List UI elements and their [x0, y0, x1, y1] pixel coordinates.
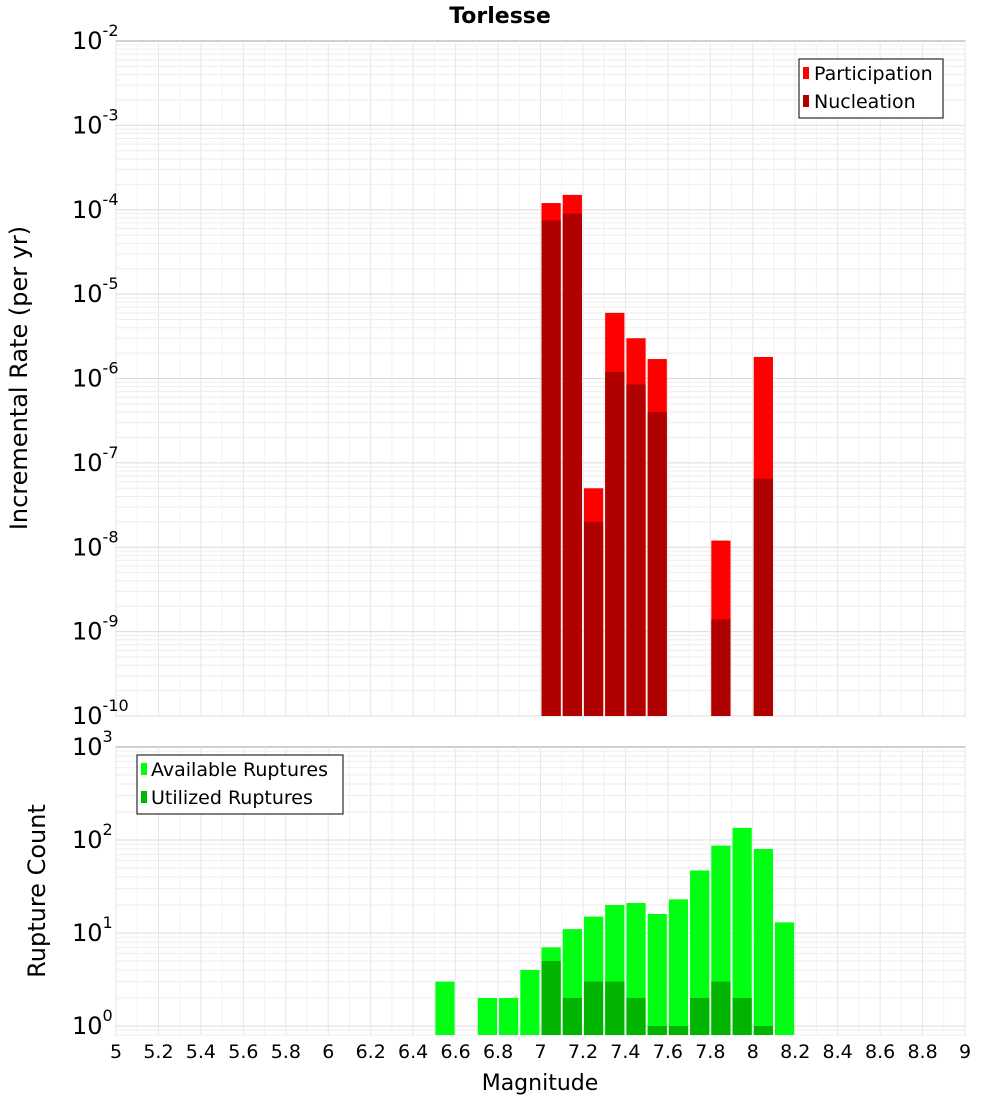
count-bar-available-ruptures: [690, 870, 710, 1035]
rate-bar-nucleation: [583, 521, 604, 716]
count-legend-box: [136, 754, 344, 815]
count-bar-utilized-ruptures: [583, 981, 604, 1035]
rate-legend-box: [798, 58, 944, 119]
count-bar-available-ruptures: [668, 899, 689, 1035]
count-y-tick-label: 102: [72, 820, 113, 854]
count-legend: Available Ruptures Utilized Ruptures: [136, 754, 344, 815]
nucleation-legend-label: Nucleation: [814, 91, 916, 113]
available-legend-swatch: [141, 763, 147, 775]
rate-y-tick-label: 10-9: [72, 612, 119, 646]
count-y-ticks: 100 101 102 103: [72, 727, 113, 1040]
count-y-tick-label: 101: [72, 913, 113, 947]
x-tick-label: 6.2: [356, 1041, 386, 1063]
x-tick-label: 7.4: [610, 1041, 640, 1063]
utilized-legend-label: Utilized Ruptures: [151, 787, 313, 809]
rate-bar-nucleation: [562, 213, 582, 717]
rate-y-tick-label: 10-10: [72, 696, 129, 730]
rate-bar-nucleation: [541, 220, 561, 717]
count-bar-utilized-ruptures: [732, 997, 752, 1035]
rate-y-tick-label: 10-5: [72, 274, 119, 308]
rate-bar-nucleation: [711, 619, 731, 716]
count-bar-utilized-ruptures: [753, 1025, 773, 1035]
count-bar-utilized-ruptures: [647, 1025, 667, 1035]
x-tick-label: 5.8: [271, 1041, 301, 1063]
x-tick-label: 6: [322, 1041, 334, 1063]
x-tick-label: 8: [747, 1041, 759, 1063]
count-y-axis-label: Rupture Count: [23, 804, 51, 978]
chart-title: Torlesse: [449, 4, 551, 29]
rate-bar-nucleation: [626, 384, 646, 716]
rate-bar-nucleation: [605, 371, 625, 716]
count-bar-utilized-ruptures: [541, 960, 561, 1035]
count-bar-utilized-ruptures: [605, 981, 625, 1035]
count-bar-utilized-ruptures: [626, 997, 646, 1035]
rate-grid: [115, 41, 966, 717]
participation-legend-label: Participation: [814, 63, 933, 85]
x-axis-label: Magnitude: [482, 1071, 599, 1096]
rate-y-tick-label: 10-7: [72, 443, 119, 477]
available-legend-label: Available Ruptures: [151, 759, 328, 781]
count-bar-utilized-ruptures: [690, 997, 710, 1035]
count-y-tick-label: 103: [72, 727, 113, 761]
x-tick-label: 8.2: [780, 1041, 810, 1063]
utilized-legend-swatch: [141, 791, 147, 803]
x-tick-label: 6.6: [440, 1041, 470, 1063]
rate-y-axis-label: Incremental Rate (per yr): [5, 226, 33, 530]
count-bar-available-ruptures: [732, 827, 752, 1035]
x-tick-label: 8.4: [823, 1041, 853, 1063]
nucleation-legend-swatch: [803, 95, 809, 107]
x-tick-label: 6.4: [398, 1041, 428, 1063]
x-tick-label: 5.6: [228, 1041, 258, 1063]
rate-y-tick-label: 10-3: [72, 105, 119, 139]
count-bar-utilized-ruptures: [668, 1025, 689, 1035]
count-bar-utilized-ruptures: [711, 981, 731, 1035]
count-bar-available-ruptures: [477, 997, 498, 1035]
x-tick-label: 5.4: [186, 1041, 216, 1063]
rate-y-tick-label: 10-2: [72, 21, 119, 55]
count-bar-available-ruptures: [435, 981, 455, 1035]
rate-legend: Participation Nucleation: [798, 58, 944, 119]
x-tick-label: 8.6: [865, 1041, 895, 1063]
count-bar-available-ruptures: [647, 914, 667, 1035]
count-bar-available-ruptures: [774, 922, 795, 1035]
count-bar-utilized-ruptures: [562, 997, 582, 1035]
x-tick-label: 8.8: [907, 1041, 937, 1063]
rate-bar-nucleation: [753, 478, 773, 716]
count-y-tick-label: 100: [72, 1006, 113, 1040]
x-tick-label: 5.2: [143, 1041, 173, 1063]
count-bar-available-ruptures: [520, 969, 540, 1035]
rate-panel: 10-10 10-9 10-8 10-7 10-6 10-5 10-4 10-3 10-2 In…: [5, 21, 966, 730]
count-bar-available-ruptures: [499, 997, 519, 1035]
rate-y-tick-label: 10-6: [72, 359, 119, 393]
count-bar-available-ruptures: [753, 849, 773, 1035]
rate-y-tick-label: 10-4: [72, 190, 119, 224]
rate-bar-nucleation: [647, 412, 667, 716]
x-tick-label: 7.2: [568, 1041, 598, 1063]
x-tick-label: 7: [534, 1041, 546, 1063]
count-grid: [115, 747, 966, 1036]
rate-y-tick-label: 10-8: [72, 527, 119, 561]
count-bars: [435, 827, 795, 1035]
participation-legend-swatch: [803, 67, 809, 79]
rate-bars: [541, 194, 773, 717]
x-tick-label: 5: [110, 1041, 122, 1063]
x-tick-label: 7.8: [695, 1041, 725, 1063]
x-tick-label: 9: [959, 1041, 971, 1063]
x-axis-ticks: 5 5.2 5.4 5.6 5.8 6 6.2 6.4 6.6 6.8 7 7.2 7.4 7.6 7.8 8…: [110, 1041, 971, 1063]
x-tick-label: 6.8: [483, 1041, 513, 1063]
rate-y-ticks: 10-10 10-9 10-8 10-7 10-6 10-5 10-4 10-3 10-2: [72, 21, 129, 730]
count-panel: 100 101 102 103 Rupture Count Available Rup…: [23, 727, 966, 1040]
x-tick-label: 7.6: [653, 1041, 683, 1063]
